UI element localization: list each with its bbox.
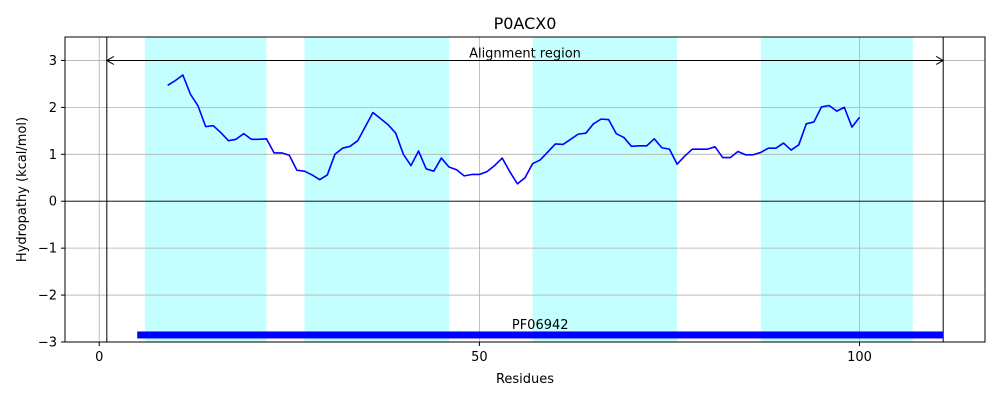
y-tick-label-2: −1 xyxy=(38,242,57,257)
band-1 xyxy=(304,37,449,342)
x-tick-label-2: 100 xyxy=(847,350,872,365)
ticks-layer: 0 50 100 −3 −2 −1 0 1 2 3 xyxy=(38,54,872,365)
y-tick-label-6: 3 xyxy=(49,54,57,69)
x-tick-label-0: 0 xyxy=(95,350,103,365)
x-tick-label-1: 50 xyxy=(471,350,488,365)
plot-frame xyxy=(64,36,986,343)
band-0 xyxy=(144,37,267,342)
reference-lines-layer xyxy=(65,37,985,342)
domain-bar-label: PF06942 xyxy=(512,318,569,333)
annotation-layer: Alignment region PF06942 xyxy=(105,46,945,339)
domain-bar xyxy=(137,331,944,339)
series-line-0 xyxy=(167,74,861,185)
x-axis-label: Residues xyxy=(496,372,554,387)
band-2 xyxy=(532,37,678,342)
alignment-arrow-right-head xyxy=(935,56,945,65)
y-tick-label-4: 1 xyxy=(49,148,57,163)
alignment-arrow-left-head xyxy=(105,56,115,65)
y-tick-label-0: −3 xyxy=(38,336,57,351)
bands-layer xyxy=(144,37,913,342)
y-tick-label-5: 2 xyxy=(49,101,57,116)
series-layer xyxy=(167,74,861,185)
chart-title: P0ACX0 xyxy=(494,14,557,33)
band-3 xyxy=(760,37,913,342)
y-tick-label-3: 0 xyxy=(49,195,57,210)
alignment-region-label: Alignment region xyxy=(469,46,581,61)
y-tick-label-1: −2 xyxy=(38,289,57,304)
y-axis-label: Hydropathy (kcal/mol) xyxy=(15,117,30,262)
